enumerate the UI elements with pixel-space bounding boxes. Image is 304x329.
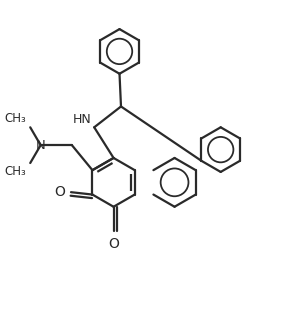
Text: HN: HN (72, 113, 91, 126)
Text: CH₃: CH₃ (4, 165, 26, 178)
Text: O: O (54, 185, 65, 199)
Text: O: O (108, 237, 119, 250)
Text: CH₃: CH₃ (4, 112, 26, 125)
Text: N: N (36, 139, 46, 152)
